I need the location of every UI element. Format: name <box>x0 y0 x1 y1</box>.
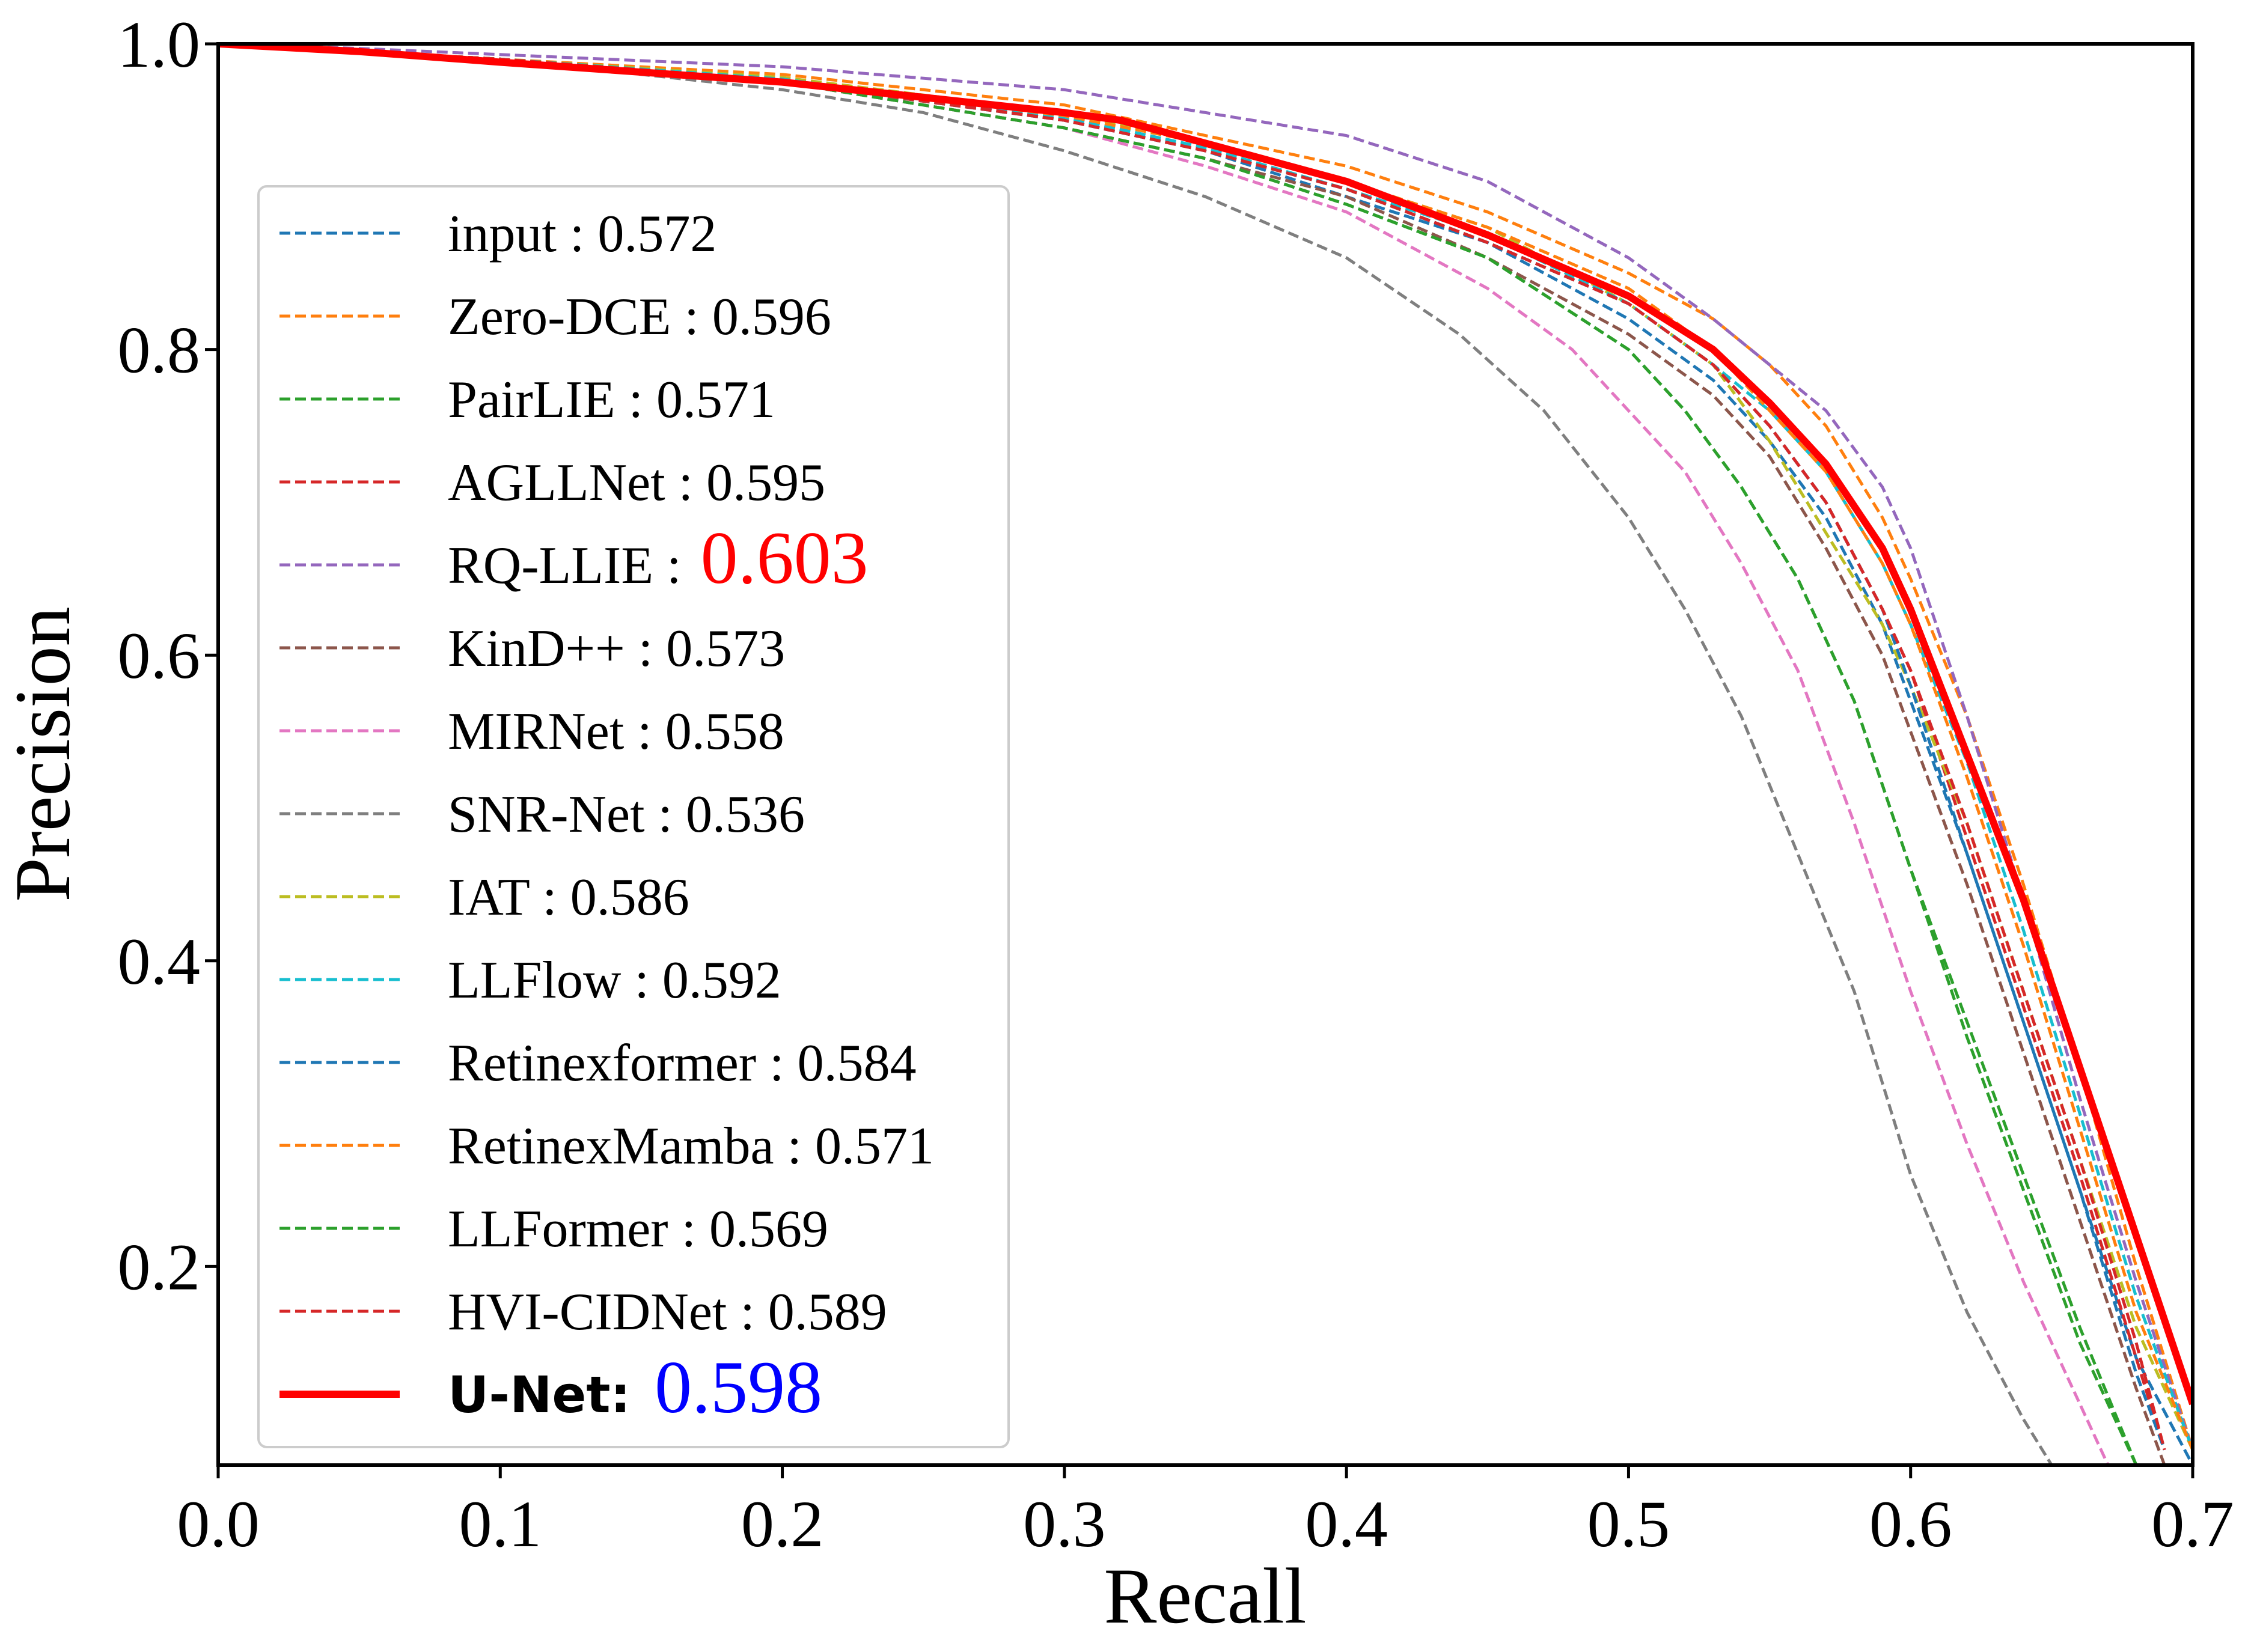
series-line-zero-dce <box>218 44 2193 1451</box>
legend-series-score: 0.569 <box>709 1200 828 1258</box>
legend-series-score: 0.573 <box>666 620 785 678</box>
legend-label: SNR-Net : 0.536 <box>448 785 805 844</box>
legend-label: RetinexMamba : 0.571 <box>448 1117 934 1175</box>
legend-label: U-Net: 0.598 <box>448 1346 822 1428</box>
legend-series-name: KinD++ : <box>448 620 666 678</box>
legend-label: LLFlow : 0.592 <box>448 951 781 1010</box>
legend-series-score: 0.571 <box>656 371 775 429</box>
y-tick-label: 0.4 <box>118 925 201 998</box>
legend-series-score: 0.603 <box>701 517 869 599</box>
legend-label: AGLLNet : 0.595 <box>448 454 825 512</box>
legend-series-name: MIRNet : <box>448 703 665 761</box>
series-layer <box>218 44 2193 1465</box>
series-line-snr-net <box>218 44 2053 1465</box>
legend-label: IAT : 0.586 <box>448 868 689 927</box>
y-axis-label: Precision <box>0 606 87 901</box>
legend-series-score: 0.598 <box>655 1346 822 1428</box>
y-tick-label: 0.6 <box>118 619 201 692</box>
legend-series-score: 0.558 <box>665 703 784 761</box>
legend-series-score: 0.595 <box>706 454 825 512</box>
legend-box <box>257 185 1010 1448</box>
x-axis-label: Recall <box>1104 1552 1306 1640</box>
legend-label: RQ-LLIE : 0.603 <box>448 517 869 599</box>
legend-series-name: AGLLNet : <box>448 454 706 512</box>
x-tick-label: 0.5 <box>1587 1487 1670 1561</box>
legend-series-name: SNR-Net : <box>448 785 686 844</box>
legend-series-score: 0.592 <box>662 951 781 1010</box>
y-tick-label: 0.2 <box>118 1230 201 1303</box>
x-tick-label: 0.7 <box>2151 1487 2234 1561</box>
legend-label: input : 0.572 <box>448 205 716 263</box>
x-tick-label: 0.4 <box>1305 1487 1388 1561</box>
x-tick-label: 0.1 <box>459 1487 542 1561</box>
legend-series-score: 0.584 <box>798 1034 917 1093</box>
legend: input : 0.572 Zero-DCE : 0.596 PairLIE : 0… <box>257 185 1010 1448</box>
legend-series-score: 0.589 <box>768 1283 887 1341</box>
legend-series-name: Retinexformer : <box>448 1034 798 1093</box>
legend-series-name: input : <box>448 205 597 263</box>
legend-series-score: 0.586 <box>570 868 689 927</box>
legend-series-name: Zero-DCE : <box>448 288 712 346</box>
legend-label: MIRNet : 0.558 <box>448 703 784 761</box>
legend-series-score: 0.596 <box>712 288 831 346</box>
legend-series-name: RQ-LLIE : <box>448 537 695 595</box>
legend-series-name: IAT : <box>448 868 570 927</box>
legend-label: KinD++ : 0.573 <box>448 620 785 678</box>
legend-series-name: RetinexMamba : <box>448 1117 815 1175</box>
y-tick-label: 1.0 <box>118 8 201 81</box>
legend-series-name: U-Net: <box>448 1365 631 1424</box>
y-tick-label: 0.8 <box>118 314 201 387</box>
legend-series-name: PairLIE : <box>448 371 656 429</box>
legend-label: Retinexformer : 0.584 <box>448 1034 917 1093</box>
x-tick-label: 0.3 <box>1023 1487 1106 1561</box>
legend-label: PairLIE : 0.571 <box>448 371 775 429</box>
legend-series-score: 0.536 <box>686 785 805 844</box>
legend-series-name: LLFlow : <box>448 951 662 1010</box>
x-tick-label: 0.0 <box>177 1487 260 1561</box>
legend-label: LLFormer : 0.569 <box>448 1200 828 1258</box>
legend-series-score: 0.571 <box>815 1117 934 1175</box>
x-tick-label: 0.6 <box>1869 1487 1952 1561</box>
series-line-u-net <box>218 44 2193 1406</box>
x-tick-label: 0.2 <box>741 1487 824 1561</box>
legend-label: HVI-CIDNet : 0.589 <box>448 1283 887 1341</box>
plot-frame <box>216 42 2194 1467</box>
tick-layer: 0.0 0.1 0.2 0.3 0.4 0.5 0.6 0.7 0.2 0.4 0.6 0.8 1.0 <box>118 8 2234 1561</box>
legend-series-score: 0.572 <box>597 205 716 263</box>
legend-series-name: HVI-CIDNet : <box>448 1283 768 1341</box>
legend-series-name: LLFormer : <box>448 1200 709 1258</box>
legend-label: Zero-DCE : 0.596 <box>448 288 831 346</box>
